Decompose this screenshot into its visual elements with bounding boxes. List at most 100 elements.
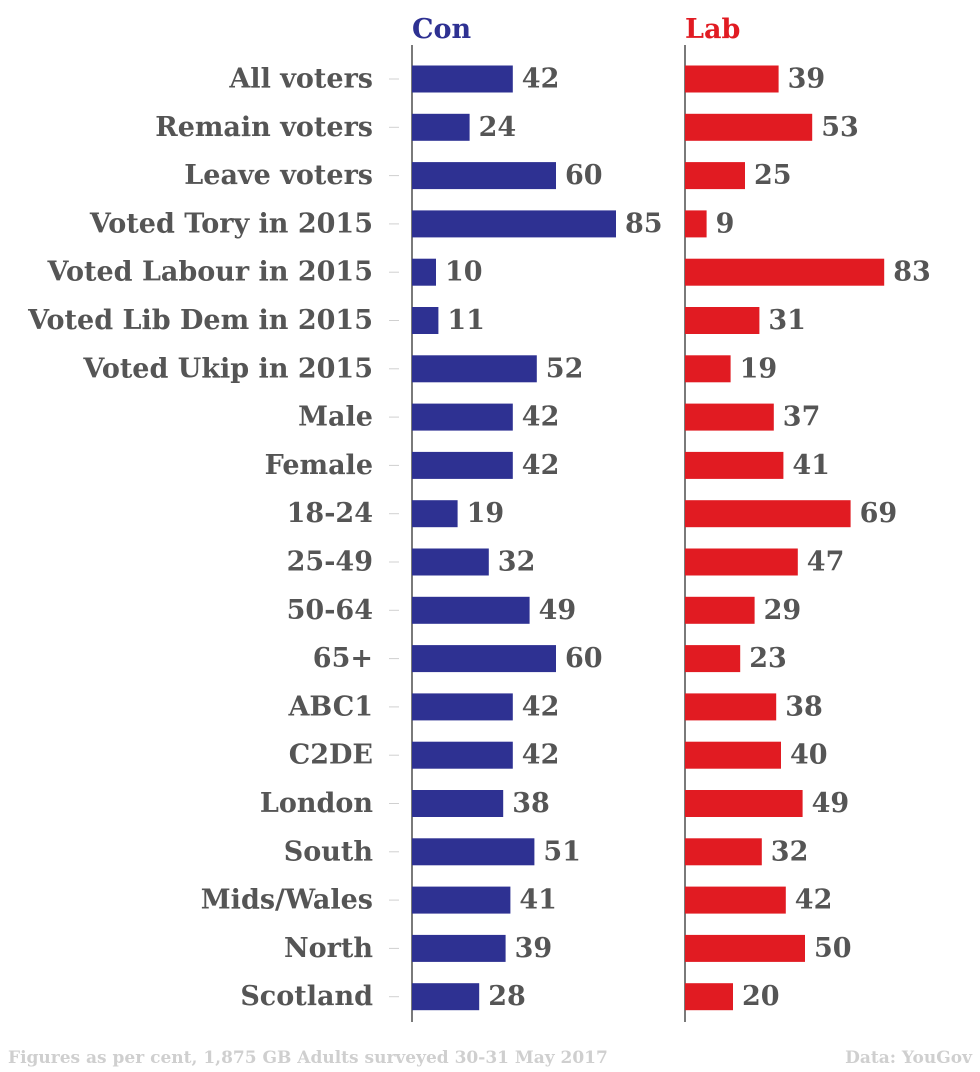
- bar-lab-london: [685, 790, 803, 817]
- bar-con-voted-ukip-in-2015: [412, 355, 537, 383]
- category-label-voted-lib-dem-in-2015: Voted Lib Dem in 2015: [27, 305, 373, 336]
- series-title-con: Con: [412, 14, 471, 45]
- value-label-lab-male: 37: [783, 402, 821, 433]
- source-credit: Data: YouGov: [845, 1048, 972, 1068]
- category-label-london: London: [260, 788, 374, 819]
- category-label-abc1: ABC1: [287, 691, 373, 722]
- value-label-lab-50-64: 29: [764, 595, 802, 626]
- value-label-con-scotland: 28: [488, 981, 526, 1012]
- bar-lab-remain-voters: [685, 113, 813, 141]
- value-label-lab-voted-labour-in-2015: 83: [893, 257, 931, 288]
- bar-lab-65-: [685, 645, 741, 673]
- series-title-lab: Lab: [685, 14, 740, 45]
- value-label-con-female: 42: [522, 450, 560, 481]
- value-label-lab-abc1: 38: [785, 691, 823, 722]
- value-label-con-50-64: 49: [539, 595, 577, 626]
- category-label-mids-wales: Mids/Wales: [201, 885, 373, 916]
- value-label-con-25-49: 32: [498, 547, 536, 578]
- chart: Con Lab All voters 42 39 Remain voters 24 53 Lea…: [27, 14, 931, 1022]
- value-label-con-voted-ukip-in-2015: 52: [546, 353, 584, 384]
- footnote: Figures as per cent, 1,875 GB Adults sur…: [8, 1048, 608, 1068]
- value-label-con-voted-tory-in-2015: 85: [625, 208, 663, 239]
- bar-lab-voted-labour-in-2015: [685, 258, 885, 286]
- bar-lab-male: [685, 403, 774, 431]
- bar-con-25-49: [412, 548, 489, 576]
- value-label-con-mids-wales: 41: [519, 885, 557, 916]
- value-label-con-male: 42: [522, 402, 560, 433]
- value-label-con-voted-lib-dem-in-2015: 11: [447, 305, 485, 336]
- bar-con-50-64: [412, 596, 530, 624]
- bar-con-65-: [412, 645, 556, 673]
- bar-con-voted-tory-in-2015: [412, 210, 616, 238]
- value-label-con-north: 39: [515, 933, 553, 964]
- value-label-con-abc1: 42: [522, 691, 560, 722]
- bar-con-mids-wales: [412, 886, 511, 914]
- value-label-lab-london: 49: [812, 788, 850, 819]
- value-label-lab-25-49: 47: [807, 547, 845, 578]
- category-label-18-24: 18-24: [287, 498, 373, 529]
- value-label-con-18-24: 19: [467, 498, 505, 529]
- value-label-lab-mids-wales: 42: [795, 885, 833, 916]
- value-label-lab-leave-voters: 25: [754, 160, 792, 191]
- bar-con-scotland: [412, 983, 480, 1011]
- value-label-con-65-: 60: [565, 643, 603, 674]
- bar-lab-abc1: [685, 693, 777, 721]
- value-label-lab-c2de: 40: [790, 740, 828, 771]
- value-label-lab-voted-tory-in-2015: 9: [716, 208, 735, 239]
- category-label-south: South: [284, 836, 374, 867]
- bar-lab-north: [685, 934, 805, 962]
- bar-con-18-24: [412, 500, 458, 528]
- category-label-leave-voters: Leave voters: [184, 160, 373, 191]
- value-label-lab-all-voters: 39: [788, 64, 826, 95]
- bar-lab-mids-wales: [685, 886, 786, 914]
- value-label-lab-remain-voters: 53: [821, 112, 859, 143]
- value-label-lab-65-: 23: [749, 643, 787, 674]
- value-label-con-all-voters: 42: [522, 64, 560, 95]
- bar-lab-50-64: [685, 596, 755, 624]
- category-label-25-49: 25-49: [287, 547, 373, 578]
- bar-lab-18-24: [685, 500, 851, 528]
- bar-lab-female: [685, 451, 784, 479]
- bar-con-male: [412, 403, 513, 431]
- bar-con-female: [412, 451, 513, 479]
- category-label-65-: 65+: [313, 643, 373, 674]
- category-label-all-voters: All voters: [228, 64, 373, 95]
- category-label-scotland: Scotland: [240, 981, 373, 1012]
- bar-con-voted-lib-dem-in-2015: [412, 307, 439, 334]
- value-label-lab-south: 32: [771, 836, 809, 867]
- bar-con-abc1: [412, 693, 513, 721]
- bar-con-remain-voters: [412, 113, 470, 141]
- bar-lab-scotland: [685, 983, 733, 1011]
- category-label-voted-labour-in-2015: Voted Labour in 2015: [47, 257, 373, 288]
- value-label-con-c2de: 42: [522, 740, 560, 771]
- bar-con-south: [412, 838, 535, 866]
- value-label-con-london: 38: [512, 788, 550, 819]
- bar-lab-25-49: [685, 548, 798, 576]
- bar-con-voted-labour-in-2015: [412, 258, 436, 286]
- bar-lab-voted-ukip-in-2015: [685, 355, 731, 383]
- category-label-remain-voters: Remain voters: [155, 112, 373, 143]
- category-label-voted-ukip-in-2015: Voted Ukip in 2015: [82, 353, 373, 384]
- category-label-male: Male: [298, 402, 373, 433]
- category-label-female: Female: [265, 450, 373, 481]
- value-label-con-leave-voters: 60: [565, 160, 603, 191]
- category-label-voted-tory-in-2015: Voted Tory in 2015: [89, 208, 373, 239]
- value-label-lab-voted-ukip-in-2015: 19: [740, 353, 778, 384]
- bar-con-london: [412, 790, 504, 817]
- value-label-con-voted-labour-in-2015: 10: [445, 257, 483, 288]
- value-label-lab-voted-lib-dem-in-2015: 31: [768, 305, 806, 336]
- value-label-con-south: 51: [543, 836, 581, 867]
- bar-con-all-voters: [412, 65, 513, 93]
- bar-lab-south: [685, 838, 762, 866]
- value-label-lab-18-24: 69: [860, 498, 898, 529]
- bar-lab-c2de: [685, 741, 781, 769]
- bar-con-leave-voters: [412, 162, 556, 190]
- bar-lab-leave-voters: [685, 162, 745, 190]
- bar-lab-all-voters: [685, 65, 779, 93]
- value-label-lab-north: 50: [814, 933, 852, 964]
- category-label-north: North: [284, 933, 373, 964]
- value-label-con-remain-voters: 24: [479, 112, 517, 143]
- value-label-lab-female: 41: [792, 450, 830, 481]
- bar-con-c2de: [412, 741, 513, 769]
- bar-lab-voted-tory-in-2015: [685, 210, 707, 238]
